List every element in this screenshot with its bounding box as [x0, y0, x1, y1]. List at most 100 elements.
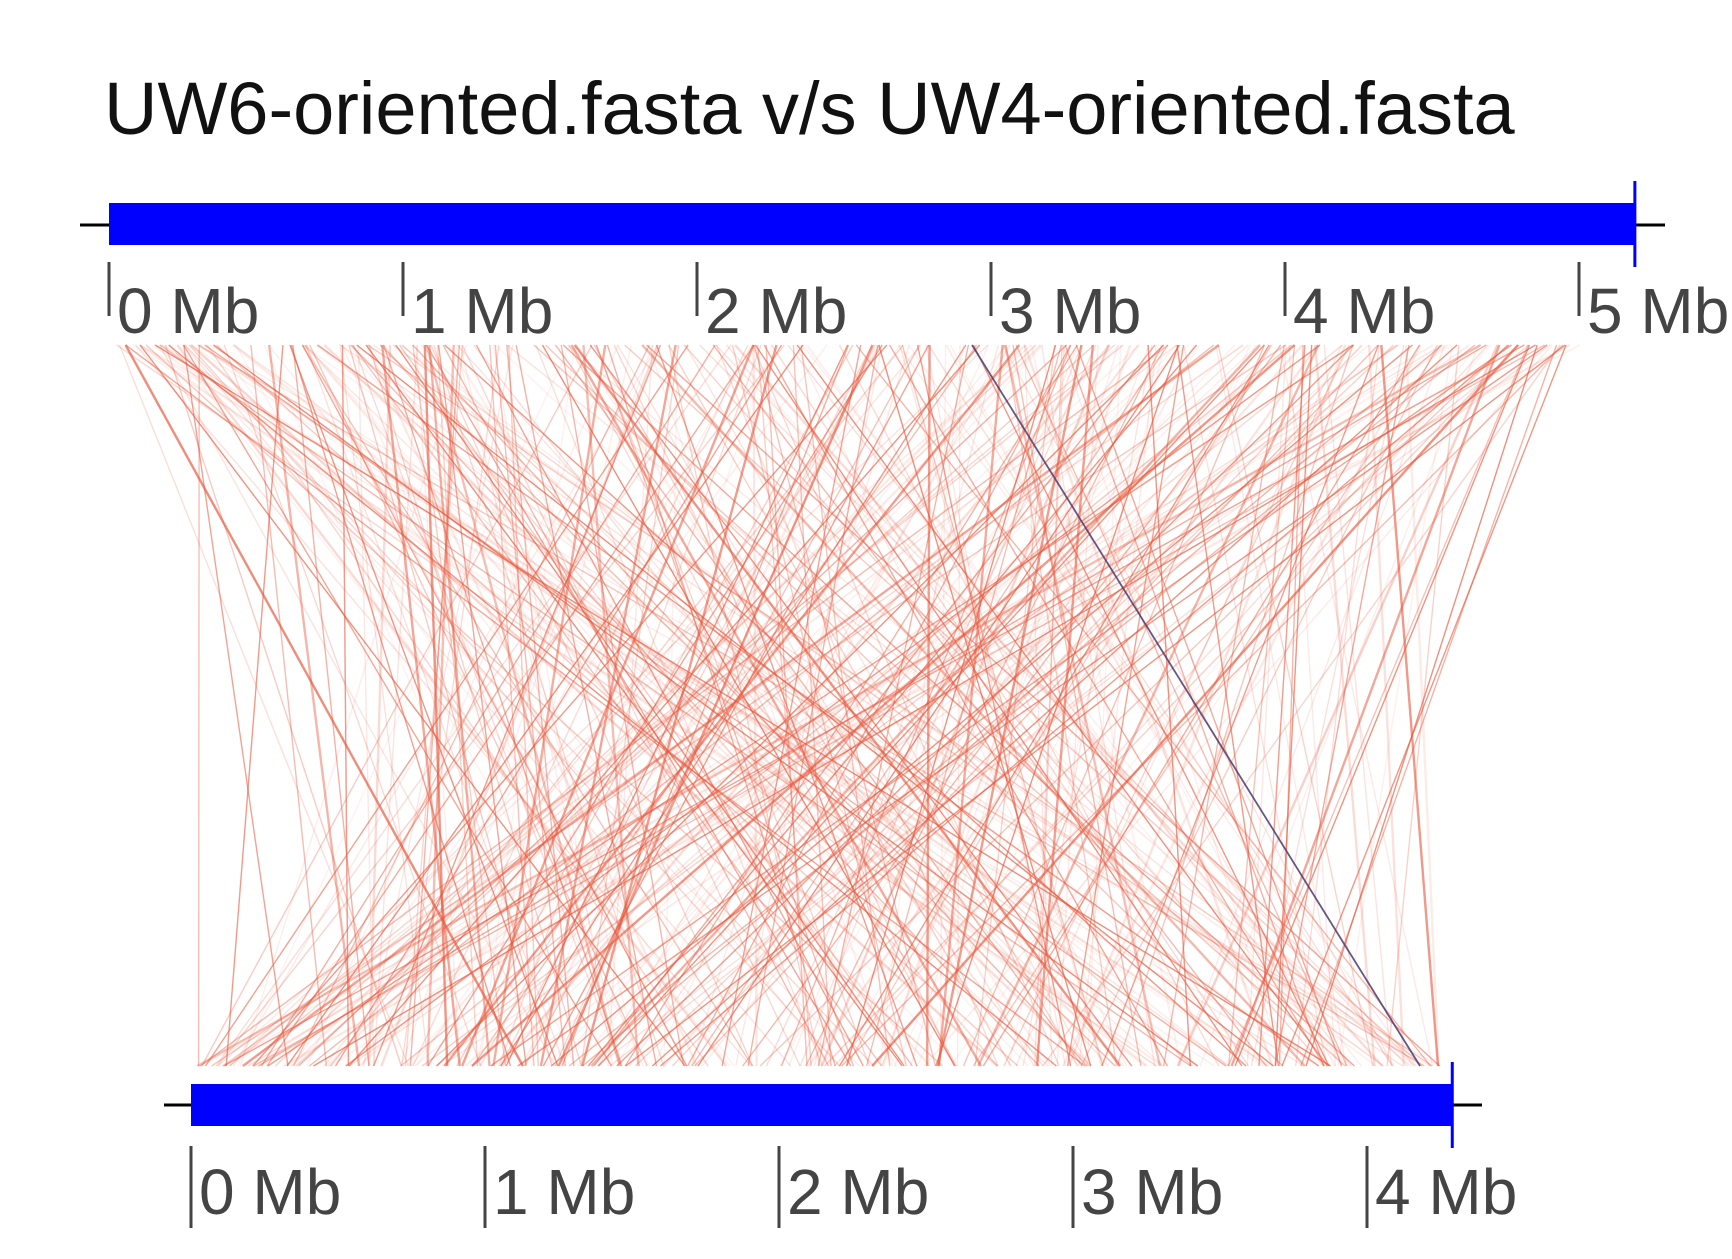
synteny-link: [348, 344, 553, 1067]
synteny-link: [972, 344, 1441, 1067]
synteny-link: [977, 344, 1320, 1067]
synteny-link: [651, 344, 1458, 1067]
synteny-link: [259, 344, 1521, 1067]
synteny-link: [519, 344, 1370, 1067]
synteny-link: [1246, 344, 1287, 1067]
synteny-link: [1314, 344, 1376, 1067]
synteny-link: [765, 344, 1097, 1067]
synteny-link: [430, 344, 754, 1067]
synteny-link: [428, 344, 491, 1067]
synteny-link: [464, 344, 1249, 1067]
synteny-link: [597, 344, 1265, 1067]
synteny-link: [423, 344, 449, 1067]
synteny-link: [606, 344, 836, 1067]
synteny-link: [339, 344, 430, 1067]
synteny-link: [840, 344, 1195, 1067]
synteny-link: [726, 344, 1312, 1067]
synteny-link: [1078, 344, 1157, 1067]
synteny-link: [239, 344, 467, 1067]
synteny-link: [936, 344, 1083, 1067]
synteny-link: [291, 344, 1027, 1067]
synteny-link: [949, 344, 1478, 1067]
synteny-link: [170, 344, 731, 1067]
synteny-link: [715, 344, 1409, 1067]
synteny-link: [616, 344, 1035, 1067]
synteny-link: [1035, 344, 1094, 1067]
synteny-link: [494, 344, 1265, 1067]
synteny-link: [609, 344, 1530, 1067]
synteny-link: [1086, 344, 1122, 1067]
synteny-link: [441, 344, 1470, 1067]
synteny-link: [404, 344, 464, 1067]
synteny-link: [341, 344, 644, 1067]
synteny-link: [712, 344, 1267, 1067]
top-tick-label: 4 Mb: [1293, 275, 1435, 347]
synteny-link: [475, 344, 632, 1067]
synteny-link: [365, 344, 903, 1067]
top-tick-label: 3 Mb: [999, 275, 1141, 347]
synteny-link: [573, 344, 1122, 1067]
synteny-link: [190, 344, 999, 1067]
synteny-link: [833, 344, 1489, 1067]
synteny-link: [302, 344, 1324, 1067]
synteny-link: [412, 344, 1088, 1067]
synteny-link: [550, 344, 1413, 1067]
synteny-link: [116, 344, 1157, 1067]
bottom-tick-label: 1 Mb: [493, 1156, 635, 1228]
bottom-genome-track: 0 Mb 1 Mb 2 Mb 3 Mb 4 Mb: [164, 1062, 1517, 1228]
synteny-link: [250, 344, 328, 1067]
synteny-link: [215, 344, 1019, 1067]
synteny-link: [508, 344, 539, 1067]
synteny-link: [1386, 344, 1460, 1067]
synteny-link: [190, 344, 1264, 1067]
synteny-link: [937, 344, 1004, 1067]
synteny-link: [433, 344, 665, 1067]
synteny-link: [196, 343, 1482, 1068]
synteny-link: [118, 344, 410, 1067]
synteny-link: [1034, 344, 1065, 1067]
synteny-link: [568, 344, 957, 1067]
synteny-link: [471, 344, 1296, 1067]
synteny-link: [1176, 344, 1499, 1067]
synteny-link: [244, 344, 1116, 1067]
synteny-link: [593, 344, 1012, 1067]
synteny-link: [373, 344, 1423, 1067]
synteny-link: [1062, 344, 1284, 1067]
synteny-link: [541, 344, 956, 1067]
synteny-link: [266, 344, 755, 1067]
synteny-link: [1003, 344, 1350, 1067]
synteny-link: [878, 344, 1092, 1067]
synteny-link: [1056, 344, 1099, 1067]
synteny-link: [224, 344, 1177, 1067]
synteny-link: [949, 344, 1328, 1067]
synteny-link: [1042, 344, 1561, 1067]
synteny-link: [359, 344, 1140, 1067]
synteny-link: [199, 344, 1581, 1067]
synteny-link: [223, 344, 482, 1067]
synteny-link: [701, 344, 1273, 1067]
bottom-tick-label: 3 Mb: [1081, 1156, 1223, 1228]
synteny-link: [515, 344, 658, 1067]
synteny-link: [846, 344, 1272, 1067]
synteny-link: [607, 344, 654, 1067]
synteny-link: [289, 344, 559, 1067]
synteny-link: [421, 344, 1398, 1067]
synteny-link: [925, 344, 931, 1067]
synteny-link: [1067, 344, 1347, 1067]
synteny-link: [974, 344, 1056, 1067]
synteny-link: [747, 344, 879, 1067]
synteny-link: [568, 344, 1476, 1067]
synteny-link: [1015, 344, 1343, 1067]
synteny-link: [253, 344, 1355, 1067]
synteny-link: [401, 344, 1193, 1067]
synteny-link: [655, 344, 918, 1067]
synteny-link: [916, 344, 1072, 1067]
synteny-link: [436, 344, 479, 1067]
synteny-link: [399, 344, 913, 1067]
synteny-link: [506, 344, 575, 1067]
synteny-link: [267, 344, 1354, 1067]
synteny-link-highlight: [971, 344, 1421, 1067]
synteny-link: [200, 344, 1169, 1067]
synteny-link: [792, 344, 832, 1067]
synteny-link: [694, 344, 1379, 1067]
